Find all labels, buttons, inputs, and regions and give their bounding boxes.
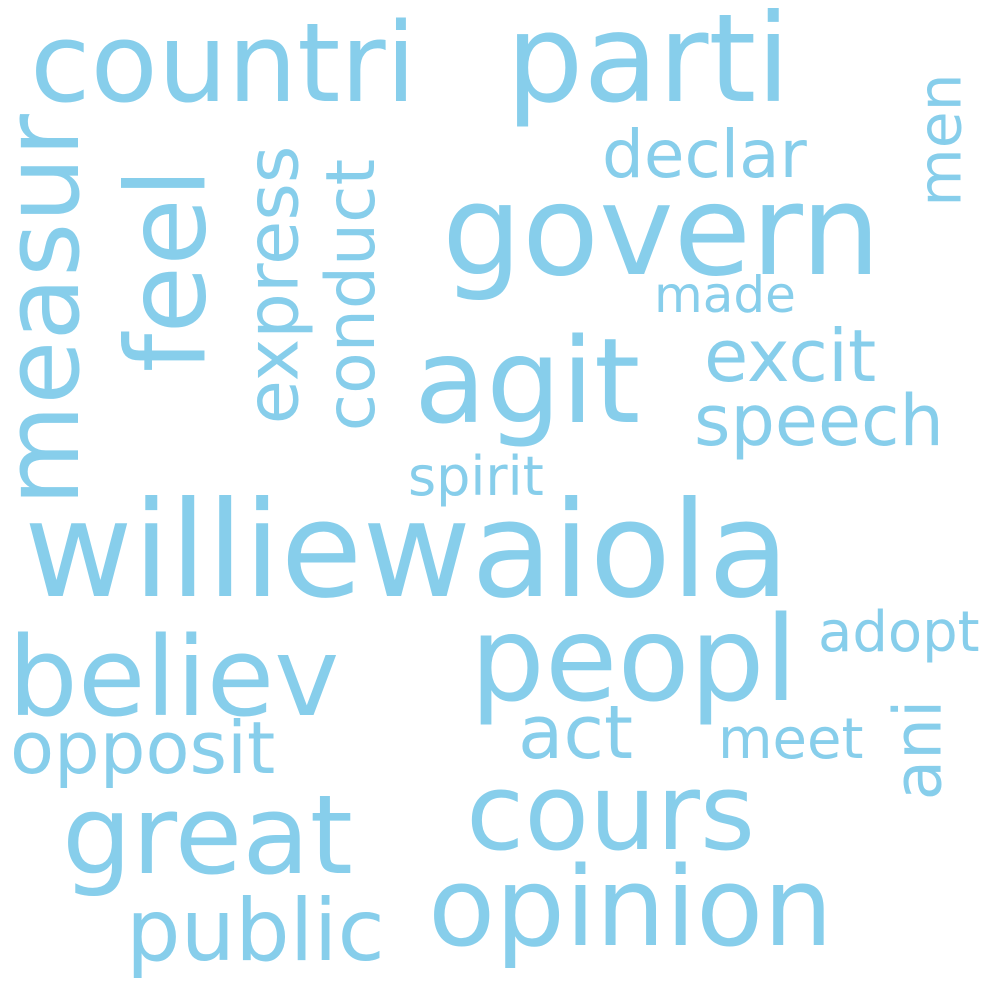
word-agit: agit <box>414 312 641 450</box>
word-meet: meet <box>718 707 864 772</box>
word-measur: measur <box>0 114 103 506</box>
word-opinion: opinion <box>428 843 833 971</box>
word-adopt: adopt <box>818 600 980 665</box>
word-govern: govern <box>442 157 881 304</box>
word-great: great <box>62 771 353 899</box>
word-opposit: opposit <box>10 706 276 790</box>
word-public: public <box>126 881 385 981</box>
word-made: made <box>654 266 796 324</box>
word-act: act <box>518 690 634 776</box>
word-ani: ani <box>878 699 956 801</box>
word-speech: speech <box>694 380 944 462</box>
word-cours: cours <box>466 751 756 874</box>
word-believ: believ <box>8 613 340 741</box>
word-spirit: spirit <box>408 445 544 508</box>
word-parti: parti <box>506 0 791 130</box>
word-feel: feel <box>101 167 230 373</box>
word-excit: excit <box>704 314 877 398</box>
word-declar: declar <box>602 116 807 193</box>
word-peopl: peopl <box>470 590 798 728</box>
word-conduct: conduct <box>312 158 392 432</box>
word-express: express <box>229 145 314 425</box>
word-countri: countri <box>30 0 417 127</box>
word-men: men <box>905 73 976 207</box>
word-williewaiola: williewaiola <box>24 474 790 628</box>
